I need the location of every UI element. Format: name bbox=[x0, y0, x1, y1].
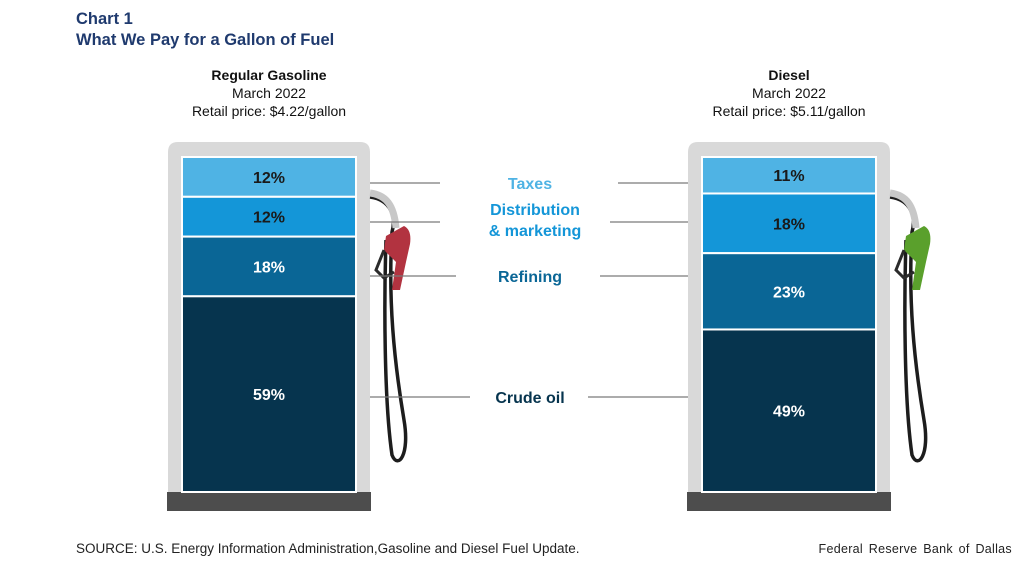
diesel-header: Diesel March 2022 Retail price: $5.11/ga… bbox=[659, 66, 919, 120]
diesel-period: March 2022 bbox=[752, 85, 826, 101]
diesel-segment-3 bbox=[701, 328, 877, 493]
diesel-segment-label-2: 23% bbox=[773, 284, 805, 301]
chart-title-block: Chart 1 What We Pay for a Gallon of Fuel bbox=[76, 9, 334, 51]
credit-note: Federal Reserve Bank of Dallas bbox=[818, 542, 1012, 556]
diesel-hose-collar bbox=[889, 189, 920, 229]
gasoline-name: Regular Gasoline bbox=[211, 67, 327, 83]
diesel-nozzle-icon bbox=[904, 226, 931, 290]
gasoline-segment-1 bbox=[181, 195, 357, 238]
chart-title: What We Pay for a Gallon of Fuel bbox=[76, 31, 335, 49]
diesel-name: Diesel bbox=[768, 67, 810, 83]
diesel-segment-label-1: 18% bbox=[773, 216, 805, 233]
diesel-segment-2 bbox=[701, 252, 877, 331]
gasoline-segment-label-3: 59% bbox=[253, 387, 285, 404]
gasoline-nozzle-icon bbox=[384, 226, 411, 290]
diesel-price: Retail price: $5.11/gallon bbox=[712, 103, 866, 119]
diesel-segment-label-3: 49% bbox=[773, 404, 805, 421]
gasoline-segment-label-2: 18% bbox=[253, 259, 285, 276]
category-label-3: Crude oil bbox=[495, 390, 564, 407]
gasoline-period: March 2022 bbox=[232, 85, 306, 101]
category-label-1-line1: Distribution bbox=[490, 202, 580, 219]
category-label-0: Taxes bbox=[508, 176, 552, 193]
diesel-segment-0 bbox=[701, 156, 877, 195]
gasoline-pump-base bbox=[167, 492, 371, 511]
gasoline-segment-label-1: 12% bbox=[253, 210, 285, 227]
gasoline-segment-label-0: 12% bbox=[253, 170, 285, 187]
diesel-hose bbox=[889, 195, 928, 463]
gasoline-hose bbox=[369, 195, 408, 463]
gasoline-segment-3 bbox=[181, 295, 357, 494]
source-note: SOURCE: U.S. Energy Information Administ… bbox=[76, 541, 580, 556]
gasoline-hose-collar bbox=[369, 189, 400, 229]
chart-number: Chart 1 bbox=[76, 10, 133, 28]
gasoline-segment-2 bbox=[181, 235, 357, 298]
diesel-nozzle-trigger bbox=[894, 249, 915, 280]
category-label-2: Refining bbox=[498, 269, 562, 286]
category-label-1-line2: & marketing bbox=[489, 223, 581, 240]
gasoline-segment-0 bbox=[181, 156, 357, 198]
diesel-segment-1 bbox=[701, 192, 877, 255]
gasoline-nozzle-trigger bbox=[374, 249, 395, 280]
gasoline-price: Retail price: $4.22/gallon bbox=[191, 103, 347, 119]
diesel-pump-base bbox=[687, 492, 891, 511]
diesel-segment-label-0: 11% bbox=[773, 168, 804, 185]
gasoline-header: Regular Gasoline March 2022 Retail price… bbox=[139, 66, 399, 120]
